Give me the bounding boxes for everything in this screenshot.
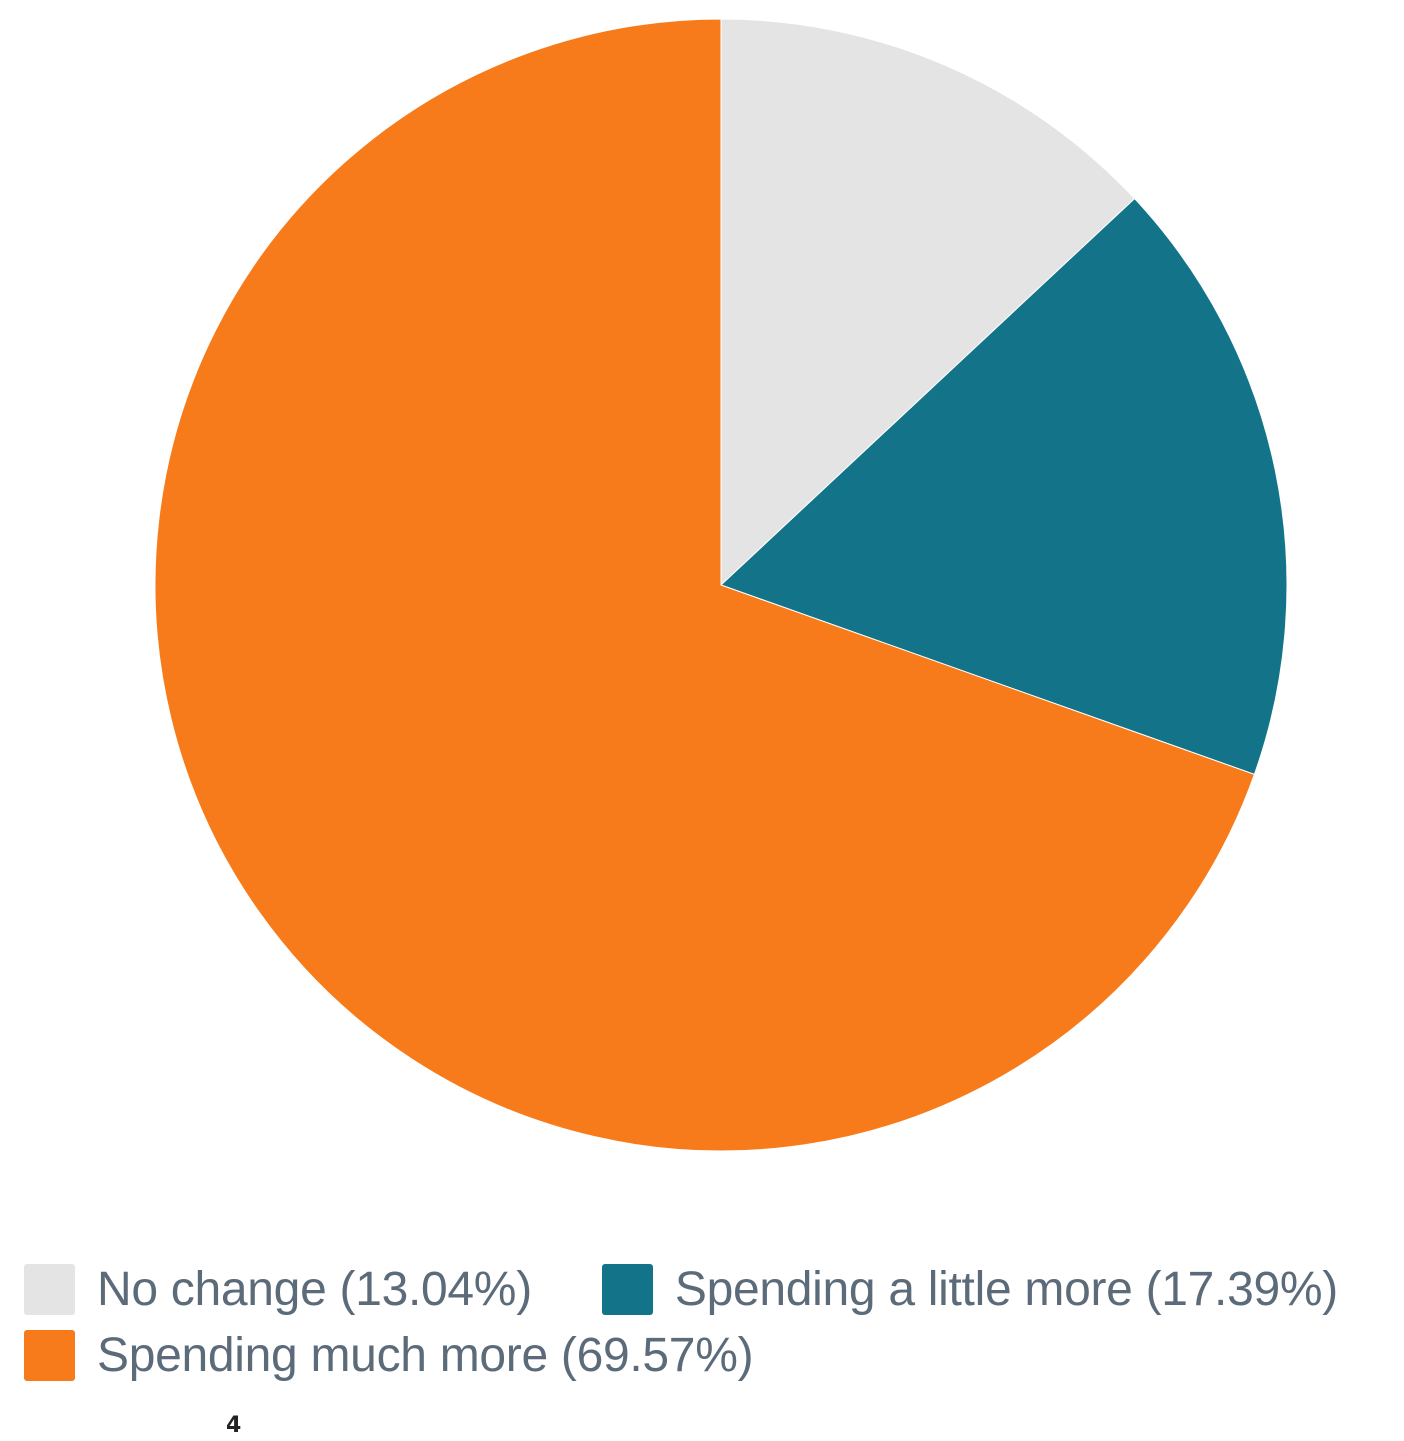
legend-row: Spending much more (69.57%): [24, 1322, 1394, 1388]
legend-label-no-change: No change (13.04%): [97, 1262, 532, 1316]
chart-legend: No change (13.04%) Spending a little mor…: [24, 1256, 1394, 1388]
pie-slice-spending-much-more: [154, 18, 1256, 1152]
legend-swatch-no-change: [24, 1263, 75, 1315]
legend-item-no-change: No change (13.04%): [24, 1262, 532, 1317]
pie-chart: [154, 18, 1288, 1152]
legend-label-spending-a-little-more: Spending a little more (17.39%): [674, 1262, 1338, 1316]
legend-swatch-spending-much-more: [24, 1329, 75, 1381]
page-number: 4: [226, 1413, 242, 1438]
legend-swatch-spending-a-little-more: [601, 1263, 653, 1315]
pie-slice-spending-a-little-more: [720, 197, 1288, 776]
legend-item-spending-a-little-more: Spending a little more (17.39%): [601, 1262, 1338, 1317]
legend-item-spending-much-more: Spending much more (69.57%): [24, 1328, 754, 1383]
pie-slice-no-change: [720, 18, 1136, 587]
legend-row: No change (13.04%) Spending a little mor…: [24, 1256, 1394, 1322]
legend-label-spending-much-more: Spending much more (69.57%): [97, 1328, 754, 1382]
